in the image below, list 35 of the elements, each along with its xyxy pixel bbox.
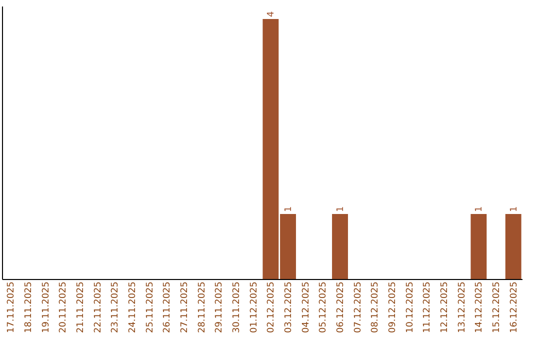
data-label: 1 [474, 206, 485, 212]
x-tick-label: 10.12.2025 [405, 282, 416, 334]
x-tick-label: 14.12.2025 [474, 282, 485, 334]
x-tick-label: 27.11.2025 [180, 282, 190, 334]
x-tick-label: 25.11.2025 [145, 282, 156, 334]
x-tick-label: 06.12.2025 [336, 282, 346, 334]
data-label: 1 [284, 206, 294, 212]
x-tick-label: 26.11.2025 [162, 282, 173, 334]
x-tick-label: 28.11.2025 [197, 282, 208, 334]
x-tick-label: 03.12.2025 [284, 282, 294, 334]
x-tick-label: 11.12.2025 [422, 282, 433, 334]
x-tick-label: 19.11.2025 [41, 282, 52, 334]
x-tick-label: 24.11.2025 [128, 282, 138, 334]
x-tick-label: 18.11.2025 [24, 282, 34, 334]
x-tick-label: 04.12.2025 [301, 282, 312, 334]
data-label: 1 [509, 206, 520, 212]
x-tick-label: 02.12.2025 [266, 282, 277, 334]
data-label: 4 [266, 11, 277, 17]
x-tick-label: 21.11.2025 [76, 282, 86, 334]
x-tick-label: 07.12.2025 [353, 282, 364, 334]
x-tick-label: 05.12.2025 [318, 282, 329, 334]
x-tick-label: 13.12.2025 [457, 282, 468, 334]
x-tick-label: 12.12.2025 [440, 282, 450, 334]
x-tick-label: 15.12.2025 [492, 282, 502, 334]
x-tick-label: 01.12.2025 [249, 282, 260, 334]
x-tick-label: 22.11.2025 [93, 282, 104, 334]
x-tick-label: 29.11.2025 [214, 282, 225, 334]
x-tick-label: 17.11.2025 [6, 282, 17, 334]
x-tick-label: 30.11.2025 [232, 282, 242, 334]
x-tick-label: 23.11.2025 [110, 282, 121, 334]
x-tick-label: 08.12.2025 [370, 282, 381, 334]
data-label: 1 [336, 206, 346, 212]
x-tick-label: 16.12.2025 [509, 282, 520, 334]
x-tick-label: 09.12.2025 [388, 282, 398, 334]
x-tick-label: 20.11.2025 [58, 282, 69, 334]
